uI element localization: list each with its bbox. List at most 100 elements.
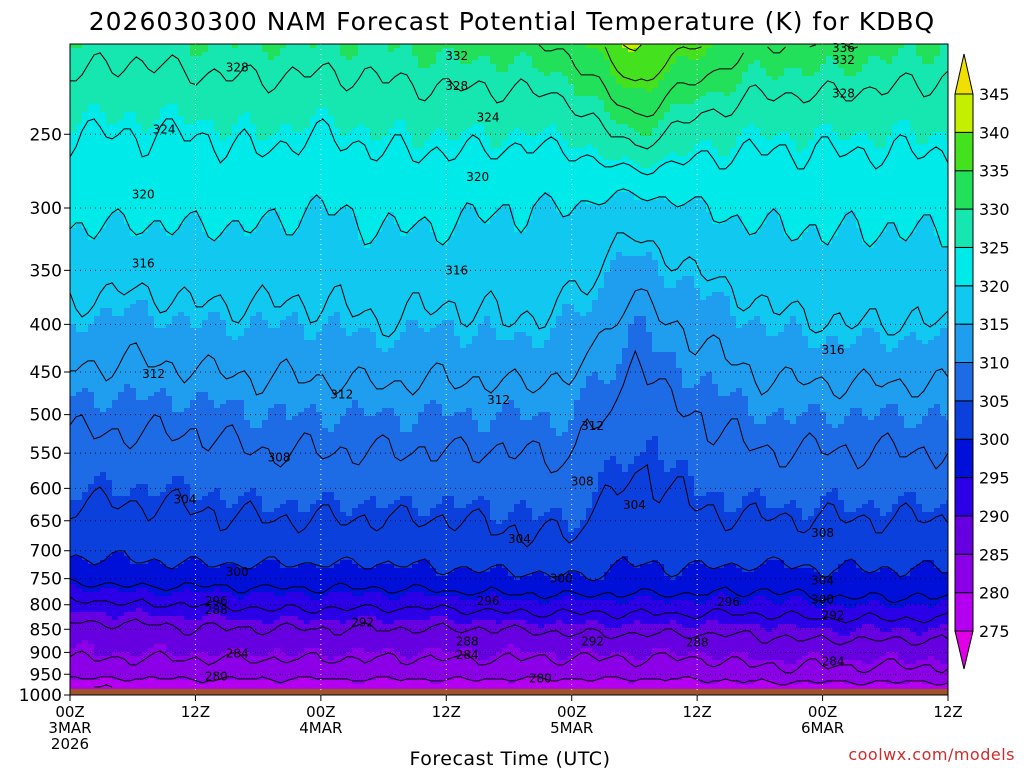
field-cell [232,308,239,313]
field-cell [148,264,155,269]
field-cell [166,596,173,601]
field-cell [124,388,131,393]
field-cell [142,564,149,569]
field-cell [184,464,191,469]
field-cell [136,336,143,341]
field-cell [232,496,239,501]
field-cell [178,272,185,277]
field-cell [214,612,221,617]
field-cell [106,192,113,197]
field-cell [124,580,131,585]
field-cell [154,236,161,241]
field-cell [136,328,143,333]
field-cell [124,160,131,165]
field-cell [172,344,179,349]
field-cell [232,528,239,533]
field-cell [112,612,119,617]
field-cell [124,264,131,269]
field-cell [190,596,197,601]
field-cell [232,140,239,145]
field-cell [208,388,215,393]
field-cell [112,240,119,245]
field-cell [196,412,203,417]
field-cell [244,88,251,93]
field-cell [166,680,173,685]
field-cell [130,252,137,257]
field-cell [148,540,155,545]
field-cell [112,680,119,685]
field-cell [100,92,107,97]
field-cell [232,664,239,669]
field-cell [142,176,149,181]
field-cell [76,620,83,625]
field-cell [232,44,239,49]
field-cell [166,544,173,549]
field-cell [70,408,77,413]
field-cell [178,484,185,489]
field-cell [184,244,191,249]
field-cell [214,296,221,301]
field-cell [190,676,197,681]
field-cell [124,60,131,65]
field-cell [172,536,179,541]
field-cell [160,404,167,409]
field-cell [130,604,137,609]
field-cell [148,600,155,605]
field-cell [124,304,131,309]
field-cell [94,192,101,197]
field-cell [232,84,239,89]
field-cell [160,632,167,637]
field-cell [166,156,173,161]
field-cell [250,300,257,305]
field-cell [238,64,245,69]
field-cell [136,136,143,141]
field-cell [244,264,251,269]
field-cell [166,124,173,129]
field-cell [136,52,143,57]
field-cell [220,388,227,393]
field-cell [124,124,131,129]
field-cell [148,640,155,645]
field-cell [190,268,197,273]
field-cell [244,304,251,309]
field-cell [220,412,227,417]
field-cell [238,636,245,641]
field-cell [76,604,83,609]
field-cell [160,636,167,641]
field-cell [220,560,227,565]
field-cell [136,144,143,149]
field-cell [124,248,131,253]
field-cell [184,616,191,621]
field-cell [214,376,221,381]
field-cell [112,72,119,77]
field-cell [70,100,77,105]
field-cell [124,508,131,513]
field-cell [178,340,185,345]
field-cell [148,620,155,625]
field-cell [88,640,95,645]
field-cell [142,472,149,477]
field-cell [76,236,83,241]
field-cell [148,204,155,209]
field-cell [244,356,251,361]
field-cell [184,516,191,521]
field-cell [202,224,209,229]
field-cell [76,284,83,289]
field-cell [70,668,77,673]
field-cell [70,260,77,265]
field-cell [106,188,113,193]
field-cell [142,492,149,497]
field-cell [106,164,113,169]
field-cell [94,508,101,513]
field-cell [166,404,173,409]
field-cell [76,520,83,525]
field-cell [154,172,161,177]
field-cell [100,180,107,185]
field-cell [70,552,77,557]
field-cell [148,532,155,537]
field-cell [88,500,95,505]
field-cell [166,636,173,641]
field-cell [160,428,167,433]
field-cell [148,516,155,521]
field-cell [142,364,149,369]
